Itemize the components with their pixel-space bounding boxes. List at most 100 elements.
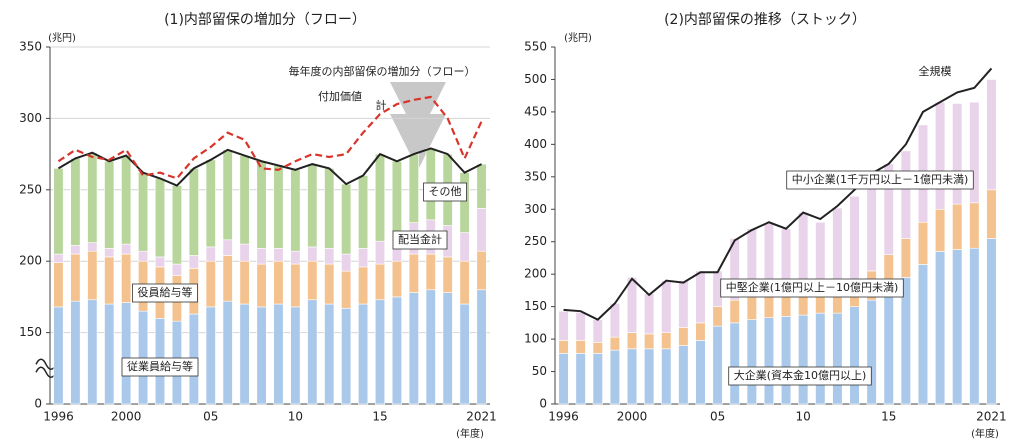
bar-segment: [104, 303, 115, 405]
label-box: [720, 278, 904, 298]
bar-segment: [952, 103, 963, 205]
bar-segment: [712, 306, 723, 327]
bar-segment: [575, 353, 586, 405]
bar-segment: [391, 260, 402, 298]
bar-segment: [780, 316, 792, 405]
bar-segment: [866, 299, 877, 405]
bar-segment: [832, 207, 843, 288]
bar-segment: [459, 260, 470, 305]
bar-segment: [815, 312, 826, 405]
series-label: その他: [429, 185, 462, 198]
bar-segment: [678, 280, 689, 328]
bar-segment: [290, 169, 301, 252]
bar-segment: [798, 314, 809, 405]
bar-segment: [324, 303, 335, 405]
bar-segment: [459, 172, 470, 233]
bar-segment: [592, 342, 603, 354]
bar-segment: [53, 306, 64, 405]
bar-segment: [476, 208, 487, 252]
bar-segment: [222, 149, 233, 241]
label-box: [121, 357, 199, 377]
y-tick-label: 300: [19, 111, 42, 125]
y-unit: (兆円): [564, 32, 592, 44]
bar-segment: [763, 317, 775, 405]
bar-segment: [70, 158, 81, 246]
x-tick-label: 10: [796, 410, 811, 424]
bar-segment: [476, 163, 487, 209]
x-tick-label: 2000: [617, 410, 648, 424]
x-unit: (年度): [456, 427, 484, 440]
bar-segment: [729, 238, 740, 301]
bar-segment: [626, 332, 638, 350]
bar-segment: [273, 165, 284, 249]
bar-segment: [558, 310, 569, 341]
bar-segment: [849, 195, 860, 281]
bar-segment: [425, 253, 436, 291]
bar-segment: [374, 240, 386, 265]
bar-segment: [307, 260, 318, 301]
bar-segment: [121, 253, 132, 303]
series-label: 中堅企業(1億円以上－10億円未満): [726, 280, 899, 294]
bar-segment: [188, 255, 199, 269]
y-tick-label: 0: [539, 397, 547, 411]
bar-segment: [661, 332, 672, 350]
bar-segment: [70, 300, 81, 405]
x-tick-label: 15: [372, 410, 387, 424]
bar-segment: [935, 251, 946, 405]
x-tick-label: 05: [203, 410, 218, 424]
bar-segment: [307, 246, 318, 262]
y-tick-label: 450: [524, 104, 547, 118]
bar-segment: [341, 270, 352, 309]
bar-segment: [307, 299, 318, 405]
bar-segment: [358, 303, 369, 405]
bar-segment: [222, 239, 233, 256]
x-unit: (年度): [971, 427, 999, 440]
bar-segment: [678, 345, 689, 405]
bar-segment: [695, 270, 706, 324]
bar-segment: [104, 256, 115, 305]
bar-segment: [87, 152, 98, 243]
y-tick-label: 400: [524, 137, 547, 151]
bar-segment: [746, 319, 757, 405]
bar-segment: [558, 340, 569, 354]
series-label: 計: [376, 98, 387, 112]
bar-segment: [644, 348, 655, 405]
bar-segment: [239, 260, 250, 305]
bar-segment: [358, 248, 369, 268]
bar-segment: [952, 249, 963, 405]
bar-segment: [358, 175, 369, 249]
bar-segment: [575, 312, 586, 341]
x-tick-label: 2021: [976, 410, 1007, 424]
y-tick-label: 50: [532, 364, 547, 378]
bar-segment: [121, 302, 132, 405]
bar-segment: [121, 155, 132, 245]
bar-segment: [104, 160, 115, 249]
bar-segment: [324, 263, 335, 305]
bar-segment: [609, 349, 620, 405]
bar-segment: [273, 303, 284, 405]
bar-segment: [408, 253, 419, 293]
x-tick-label: 1996: [548, 410, 579, 424]
bar-segment: [290, 250, 301, 265]
bar-segment: [917, 264, 929, 405]
bar-segment: [239, 303, 250, 405]
bar-segment: [986, 189, 997, 239]
bar-segment: [459, 303, 470, 405]
bar-segment: [205, 260, 216, 308]
bar-segment: [374, 299, 386, 405]
bar-segment: [374, 263, 386, 301]
y-tick-label: 150: [19, 325, 42, 339]
bar-segment: [900, 238, 911, 278]
bar-segment: [969, 101, 980, 204]
bar-segment: [290, 263, 301, 308]
bar-segment: [678, 327, 689, 346]
bar-segment: [171, 185, 182, 265]
bar-segment: [695, 340, 706, 405]
x-tick-label: 2021: [466, 410, 497, 424]
label-box: [132, 283, 198, 303]
bar-segment: [592, 353, 603, 405]
y-tick-label: 500: [524, 72, 547, 86]
x-tick-label: 05: [710, 410, 725, 424]
bar-segment: [256, 248, 267, 265]
